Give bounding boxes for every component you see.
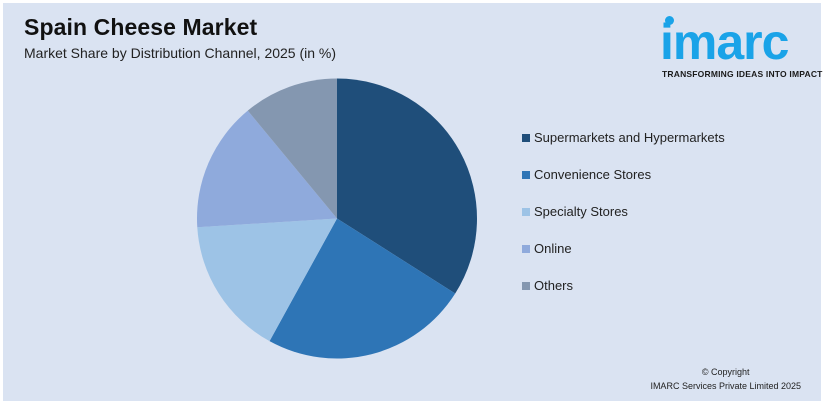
legend-label: Others — [534, 278, 574, 293]
logo-tagline: TRANSFORMING IDEAS INTO IMPACT — [662, 69, 823, 79]
pie-slice-online — [197, 110, 337, 228]
chart-title: Spain Cheese Market — [24, 14, 258, 40]
legend-item: Convenience Stores — [522, 166, 725, 203]
pie-chart — [197, 78, 477, 359]
legend-item: Online — [522, 240, 725, 277]
logo-wordmark: imarc — [660, 14, 789, 70]
legend-swatch-icon — [522, 245, 530, 253]
legend-swatch-icon — [522, 282, 530, 290]
legend-label: Specialty Stores — [534, 204, 628, 219]
legend-swatch-icon — [522, 171, 530, 179]
chart-card: Spain Cheese Market Market Share by Dist… — [3, 3, 822, 401]
legend-swatch-icon — [522, 134, 530, 142]
copyright-line-2: IMARC Services Private Limited 2025 — [650, 381, 801, 391]
legend-label: Convenience Stores — [534, 167, 652, 182]
legend-item: Others — [522, 277, 725, 314]
legend-label: Supermarkets and Hypermarkets — [534, 130, 725, 145]
pie-slice-others — [247, 78, 337, 219]
chart-legend: Supermarkets and Hypermarkets Convenience… — [522, 129, 725, 314]
logo-dot-icon — [665, 16, 674, 25]
legend-label: Online — [534, 241, 572, 256]
copyright-line-1: © Copyright — [701, 367, 750, 377]
imarc-logo: imarc TRANSFORMING IDEAS INTO IMPACT — [658, 13, 822, 83]
pie-slice-convenience-stores — [269, 218, 456, 359]
pie-slice-supermarkets-and-hypermarkets — [337, 78, 477, 294]
chart-subtitle: Market Share by Distribution Channel, 20… — [24, 45, 337, 61]
legend-swatch-icon — [522, 208, 530, 216]
copyright: © Copyright IMARC Services Private Limit… — [650, 365, 801, 393]
pie-slice-specialty-stores — [197, 218, 337, 342]
legend-item: Supermarkets and Hypermarkets — [522, 129, 725, 166]
legend-item: Specialty Stores — [522, 203, 725, 240]
